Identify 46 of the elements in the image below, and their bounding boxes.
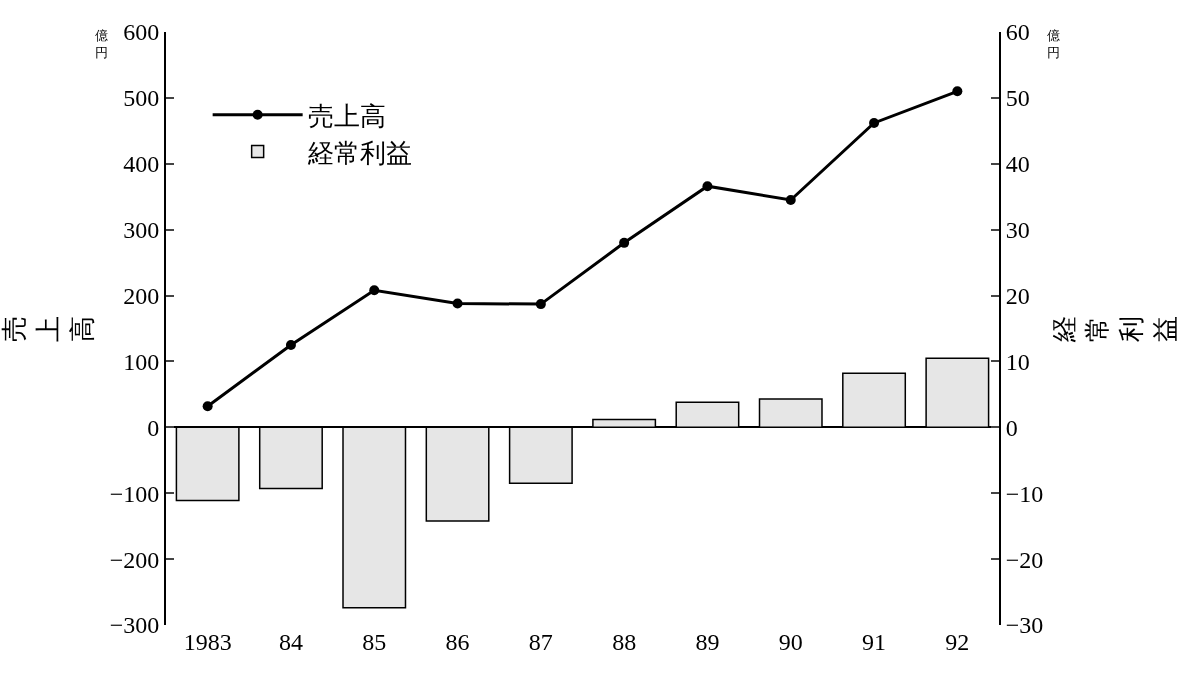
x-tick-label: 87 bbox=[528, 629, 553, 655]
y2-tick-label: 10 bbox=[1005, 348, 1030, 375]
y2-tick-label: 50 bbox=[1005, 85, 1030, 112]
x-tick-label: 88 bbox=[612, 629, 637, 655]
y2-axis-title: 経常利益 bbox=[1049, 315, 1180, 343]
x-tick-label: 92 bbox=[945, 629, 970, 655]
point bbox=[202, 401, 213, 412]
y-tick-label: 200 bbox=[123, 282, 160, 309]
y-tick-label: −200 bbox=[109, 546, 160, 573]
y2-tick-label: 40 bbox=[1005, 151, 1030, 178]
legend-label: 経常利益 bbox=[306, 138, 412, 168]
y-tick-label: −300 bbox=[109, 612, 160, 639]
point bbox=[702, 181, 713, 192]
point bbox=[785, 195, 796, 206]
legend-label: 売上高 bbox=[307, 101, 386, 131]
text: 億円 bbox=[1047, 28, 1060, 60]
y-tick-label: 500 bbox=[123, 85, 160, 112]
x-tick-label: 89 bbox=[695, 629, 720, 655]
x-tick-label: 91 bbox=[862, 629, 887, 655]
text: 億円 bbox=[95, 28, 108, 60]
y-tick-label: 400 bbox=[123, 151, 160, 178]
y2-tick-label: −20 bbox=[1005, 546, 1044, 573]
y-tick-label: 300 bbox=[123, 217, 160, 244]
y-tick-label: 100 bbox=[123, 348, 160, 375]
y-tick-label: 600 bbox=[123, 19, 160, 46]
x-tick-label: 84 bbox=[278, 629, 303, 655]
y2-tick-label: −10 bbox=[1005, 480, 1044, 507]
point bbox=[285, 339, 296, 350]
y2-tick-label: −30 bbox=[1005, 612, 1044, 639]
x-tick-label: 85 bbox=[362, 629, 387, 655]
y2-tick-label: 20 bbox=[1005, 282, 1030, 309]
y2-tick-label: 30 bbox=[1005, 217, 1030, 244]
point bbox=[619, 237, 630, 248]
y-tick-label: 0 bbox=[147, 414, 160, 441]
x-tick-label: 86 bbox=[445, 629, 470, 655]
point bbox=[952, 86, 963, 97]
y2-tick-label: 60 bbox=[1005, 19, 1030, 46]
point bbox=[869, 117, 880, 128]
y2-tick-label: 0 bbox=[1005, 414, 1018, 441]
point bbox=[369, 285, 380, 296]
point bbox=[452, 298, 463, 309]
x-tick-label: 1983 bbox=[183, 629, 232, 655]
y-tick-label: −100 bbox=[109, 480, 160, 507]
y-axis-title: 売上高 bbox=[0, 315, 97, 342]
x-tick-label: 90 bbox=[778, 629, 803, 655]
point bbox=[535, 299, 546, 310]
